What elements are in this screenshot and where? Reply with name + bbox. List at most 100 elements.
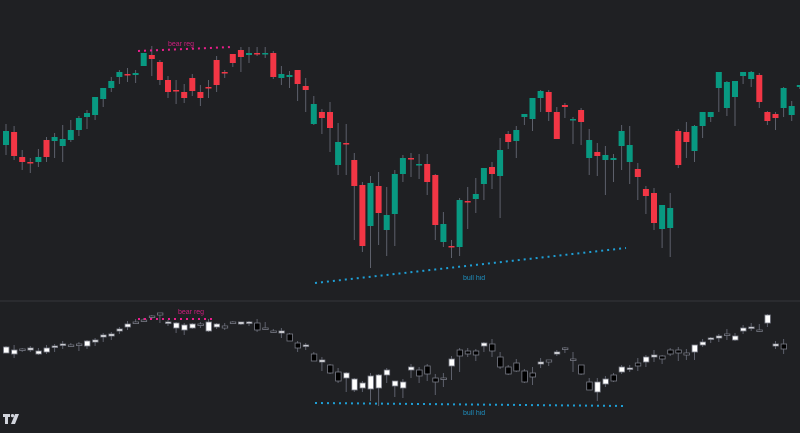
candle xyxy=(67,343,75,347)
candle xyxy=(165,320,172,326)
candle xyxy=(594,378,601,401)
candle xyxy=(529,98,536,131)
candle xyxy=(213,56,220,92)
candle xyxy=(197,85,204,106)
indicator-candles xyxy=(3,312,787,406)
candle xyxy=(456,198,463,256)
candle xyxy=(43,345,50,354)
candle xyxy=(651,350,658,362)
candle xyxy=(399,155,406,182)
candle xyxy=(189,323,196,329)
candle xyxy=(464,348,472,357)
candle xyxy=(302,78,309,112)
candle xyxy=(521,114,528,125)
candle xyxy=(19,348,26,352)
candle xyxy=(205,319,212,332)
candle xyxy=(383,368,391,383)
pane-separator[interactable] xyxy=(0,300,800,302)
candle xyxy=(124,321,131,330)
tradingview-logo-icon[interactable] xyxy=(3,414,21,424)
candle xyxy=(780,87,787,117)
candle xyxy=(683,349,690,360)
candle xyxy=(424,364,431,381)
candle xyxy=(213,323,221,329)
candle xyxy=(100,88,107,107)
indicator-pane[interactable] xyxy=(0,302,800,433)
candle xyxy=(246,321,253,326)
candle xyxy=(391,170,398,246)
candle xyxy=(35,149,42,167)
candle xyxy=(286,333,293,342)
candle xyxy=(165,76,171,98)
candle xyxy=(699,339,706,347)
candle xyxy=(505,365,512,375)
candle xyxy=(51,133,58,158)
candle xyxy=(254,319,261,332)
candle xyxy=(67,120,74,142)
candle xyxy=(578,364,585,375)
candle xyxy=(440,212,447,247)
candle xyxy=(11,345,18,358)
candle xyxy=(140,53,147,66)
candle xyxy=(545,90,552,121)
candle xyxy=(92,338,99,346)
candle xyxy=(724,329,731,340)
candle xyxy=(561,103,568,118)
candle xyxy=(27,346,34,352)
candle xyxy=(764,314,771,327)
candle xyxy=(3,346,10,354)
candle xyxy=(181,323,188,335)
candle xyxy=(626,365,634,372)
candle xyxy=(626,126,633,184)
candle xyxy=(505,131,512,149)
candle xyxy=(270,51,277,79)
candle xyxy=(642,186,649,214)
candle xyxy=(683,122,690,158)
candle xyxy=(359,182,366,252)
candle xyxy=(715,72,722,112)
candle xyxy=(84,340,91,349)
candle xyxy=(116,70,123,84)
candle xyxy=(286,71,293,88)
candle xyxy=(529,367,536,385)
candle xyxy=(156,312,164,323)
candle xyxy=(416,367,423,383)
candle xyxy=(408,153,414,177)
candle xyxy=(594,143,601,176)
candle xyxy=(335,123,342,175)
candle xyxy=(59,125,66,162)
candle xyxy=(553,350,561,356)
candle xyxy=(788,101,795,121)
candle xyxy=(675,129,682,168)
candle xyxy=(723,81,730,116)
candle xyxy=(302,343,310,350)
candle xyxy=(602,146,609,195)
candle xyxy=(76,342,83,351)
candle xyxy=(610,373,617,382)
candle xyxy=(610,154,617,182)
candle xyxy=(659,205,666,248)
candle xyxy=(246,47,252,63)
candle xyxy=(634,163,641,200)
candle xyxy=(480,168,487,200)
candle xyxy=(351,378,358,392)
candle xyxy=(237,47,244,72)
price-pane[interactable] xyxy=(0,0,800,300)
candle xyxy=(570,117,576,144)
candle xyxy=(270,329,277,333)
candle xyxy=(667,348,674,356)
candle xyxy=(11,126,18,160)
candle xyxy=(740,325,747,334)
candle xyxy=(132,70,139,83)
candle xyxy=(75,116,82,136)
candle xyxy=(707,337,715,343)
candle xyxy=(148,46,155,76)
candle xyxy=(707,112,714,122)
candle xyxy=(229,54,236,67)
candle xyxy=(691,344,698,360)
candle xyxy=(691,125,698,162)
candle xyxy=(262,322,269,330)
candle xyxy=(278,328,285,338)
candle xyxy=(205,80,212,98)
